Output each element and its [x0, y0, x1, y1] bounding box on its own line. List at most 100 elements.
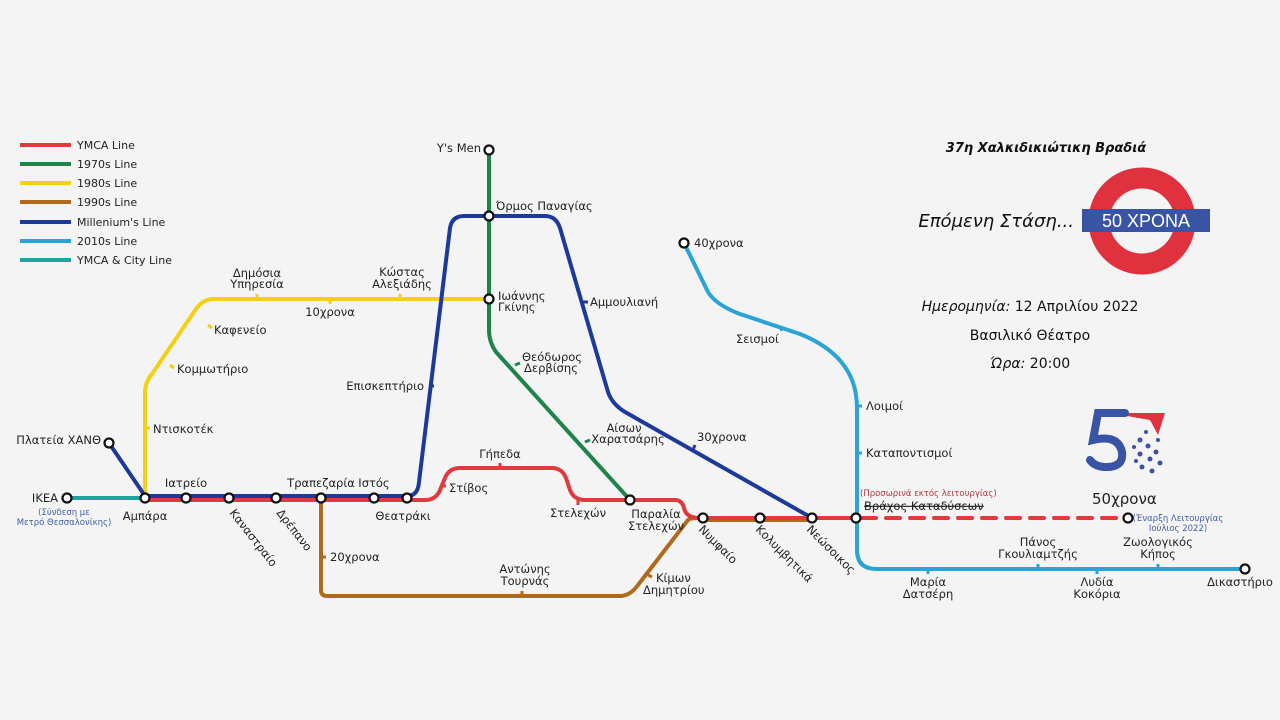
date-value: 12 Απριλίου 2022	[1015, 299, 1139, 315]
label-50xrona-note: (Έναρξη Λειτουργίας	[1133, 514, 1224, 524]
station-ikea	[61, 492, 73, 504]
label-nymfaio: Νυμφαίο	[696, 522, 740, 566]
label-ampara: Αμπάρα	[123, 509, 168, 523]
legend-label: 1990s Line	[77, 196, 137, 209]
label-kimon: Δημητρίου	[643, 583, 705, 597]
label-paralia: Παραλία	[631, 507, 681, 521]
legend-label: 1970s Line	[77, 158, 137, 171]
station-40xrona	[678, 237, 690, 249]
label-stivos: Στίβος	[449, 481, 488, 495]
legend-item-millenium: Millenium's Line	[20, 216, 166, 229]
label-zoo: Ζωολογικός	[1123, 535, 1193, 549]
line-2010s	[682, 241, 1247, 571]
label-kimon: Κίμων	[656, 571, 691, 585]
label-vrachos: Βράχος Καταδύσεων	[864, 499, 984, 513]
label-maria: Μαρία	[910, 575, 947, 589]
label-seismoi: Σεισμοί	[736, 332, 779, 346]
label-stelexon: Στελεχών	[550, 506, 606, 520]
label-trapezaria: Τραπεζαρία	[286, 476, 355, 490]
label-kafeneio: Καφενείο	[214, 323, 267, 337]
label-theodoros: Θεόδωρος	[522, 350, 582, 364]
label-kostas: Αλεξιάδης	[372, 277, 432, 291]
label-dikastirio: Δικαστήριο	[1207, 575, 1273, 589]
event-title: 37η Χαλκιδικιώτικη Βραδιά	[946, 141, 1146, 156]
label-maria: Δατσέρη	[903, 587, 953, 601]
label-istos: Ιστός	[358, 476, 389, 490]
station-theatraki	[401, 492, 413, 504]
legend-item-1980s: 1980s Line	[20, 177, 137, 190]
label-50xrona-note: Ιούλιος 2022)	[1149, 523, 1207, 534]
venue: Βασιλικό Θέατρο	[970, 328, 1090, 344]
station-labels: IKEA (Σύνδεση με Μετρό Θεσσαλονίκης) Πλα…	[16, 141, 1273, 601]
label-40xrona: 40χρονα	[694, 236, 744, 250]
station-ioannis	[483, 293, 495, 305]
label-panos: Πάνος	[1020, 535, 1056, 549]
label-gipeda: Γήπεδα	[479, 447, 521, 461]
label-lydia: Λυδία	[1080, 575, 1113, 589]
label-lydia: Κοκόρια	[1073, 587, 1121, 601]
label-paralia: Στελεχών	[628, 519, 684, 533]
label-kanastraio: Καναστραίο	[227, 506, 281, 569]
label-ioannis: Γκίνης	[498, 300, 536, 314]
legend: YMCA Line 1970s Line 1980s Line 1990s Li…	[20, 139, 172, 267]
legend-item-city: YMCA & City Line	[20, 254, 172, 267]
label-ormos: Όρμος Παναγίας	[495, 199, 593, 213]
label-ioannis: Ιωάννης	[498, 289, 546, 303]
svg-text:Ημερομηνία: 12 Απριλίου 2022: Ημερομηνία: 12 Απριλίου 2022	[922, 299, 1139, 315]
station-trapezaria	[315, 492, 327, 504]
event-info: 37η Χαλκιδικιώτικη Βραδιά Επόμενη Στάση.…	[918, 141, 1210, 474]
label-antonis: Αντώνης	[499, 562, 550, 576]
label-kostas: Κώστας	[379, 265, 425, 279]
legend-label: YMCA & City Line	[76, 254, 172, 267]
label-ikea-note: (Σύνδεση με	[38, 507, 90, 518]
station-paralia	[624, 494, 636, 506]
label-vrachos-note: (Προσωρινά εκτός λειτουργίας)	[860, 488, 997, 499]
label-aison: Χαρατσάρης	[591, 432, 664, 446]
roundel-bar	[1082, 209, 1210, 232]
line-1980s	[143, 297, 491, 500]
legend-item-1990s: 1990s Line	[20, 196, 137, 209]
roundel-text: 50 ΧΡΟΝΑ	[1102, 211, 1190, 231]
time-label: Ώρα:	[990, 356, 1026, 372]
line-millenium	[107, 214, 814, 520]
label-iatreio: Ιατρείο	[165, 476, 207, 490]
roundel-logo: 50 ΧΡΟΝΑ	[1082, 167, 1210, 275]
label-50xrona: 50χρονα	[1092, 490, 1157, 508]
svg-text:Ώρα: 20:00: Ώρα: 20:00	[990, 356, 1070, 372]
label-ammouliani: Αμμουλιανή	[590, 295, 658, 309]
time-value: 20:00	[1030, 356, 1070, 372]
label-zoo: Κήπος	[1140, 547, 1176, 561]
label-neossoikos: Νεώσοικος	[804, 522, 859, 577]
station-vrachos	[850, 512, 862, 524]
legend-label: 2010s Line	[77, 235, 137, 248]
legend-label: YMCA Line	[76, 139, 135, 152]
label-ikea: IKEA	[32, 491, 58, 505]
station-kanastraio	[223, 492, 235, 504]
legend-item-1970s: 1970s Line	[20, 158, 137, 171]
date-label: Ημερομηνία:	[922, 299, 1011, 315]
label-30xrona: 30χρονα	[697, 430, 747, 444]
station-ampara	[139, 492, 151, 504]
station-drepano	[270, 492, 282, 504]
station-iatreio	[180, 492, 192, 504]
label-drepano: Δρέπανο	[274, 506, 315, 554]
label-loimoi: Λοιμοί	[866, 399, 903, 413]
label-katapontismoi: Καταποντισμοί	[866, 446, 952, 460]
label-panos: Γκουλιαμτζής	[998, 547, 1078, 561]
label-10xrona: 10χρονα	[305, 305, 355, 319]
station-nymfaio	[697, 512, 709, 524]
line-ymca	[143, 466, 858, 520]
legend-label: Millenium's Line	[77, 216, 166, 229]
label-theatraki: Θεατράκι	[375, 509, 430, 523]
anniversary-logo	[1086, 409, 1165, 474]
station-plateia	[103, 437, 115, 449]
label-ikea-note: Μετρό Θεσσαλονίκης)	[17, 517, 112, 528]
label-episkeptirio: Επισκεπτήριο	[346, 379, 424, 393]
station-ormos	[483, 210, 495, 222]
station-ysmen	[483, 144, 495, 156]
label-20xrona: 20χρονα	[330, 550, 380, 564]
station-neossoikos	[806, 512, 818, 524]
label-ntiskotek: Ντισκοτέκ	[153, 422, 214, 436]
label-plateia: Πλατεία ΧΑΝΘ	[16, 433, 101, 447]
station-circles[interactable]	[61, 144, 1251, 575]
